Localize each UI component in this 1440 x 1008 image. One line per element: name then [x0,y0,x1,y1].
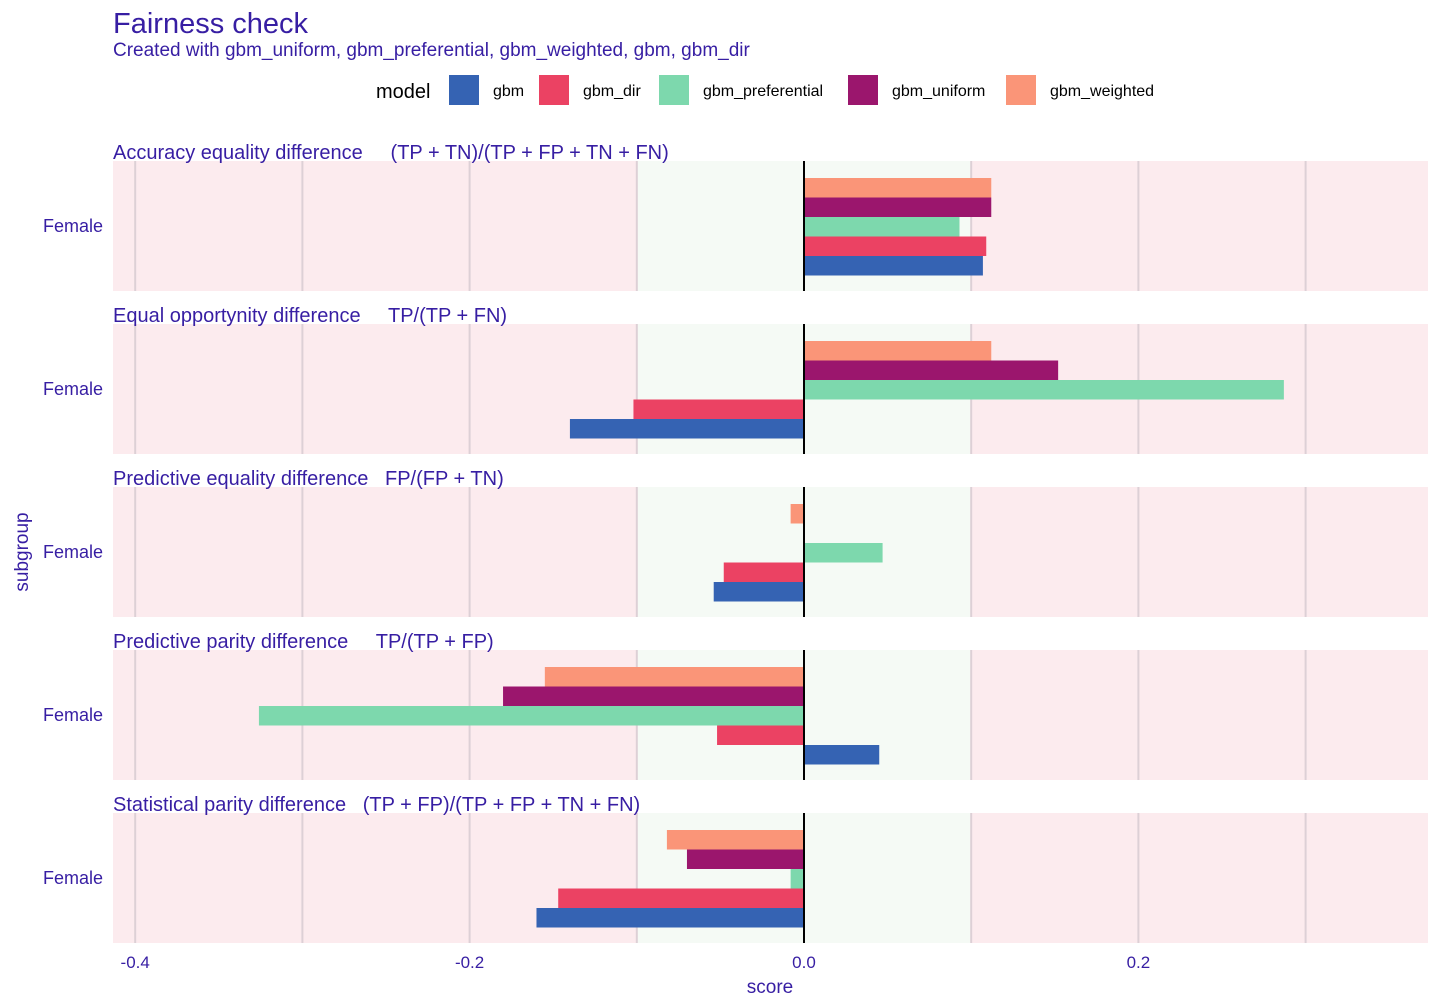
legend-swatch-gbm [449,75,479,105]
bar-gbm_preferential [804,380,1284,400]
unfair-zone-left [113,487,637,617]
bar-gbm_uniform [686,849,804,869]
bar-gbm_weighted [804,178,992,198]
bar-gbm_dir [717,725,804,745]
x-axis-label: score [747,977,793,998]
legend-swatch-gbm_preferential [659,75,689,105]
bar-gbm_uniform [804,360,1059,380]
legend-title: model [376,81,430,103]
bar-gbm_weighted [790,504,804,524]
bar-gbm_dir [723,562,804,582]
category-label: Female [43,542,103,562]
bar-gbm [804,745,880,765]
bar-gbm_preferential [790,869,804,889]
chart-title: Fairness check [113,8,309,40]
unfair-zone-right [971,813,1428,943]
bar-gbm_weighted [666,830,804,850]
bar-gbm [569,419,804,439]
category-label: Female [43,216,103,236]
x-tick-label: 0.0 [792,953,816,972]
bar-gbm_dir [558,888,804,908]
x-tick-label: -0.4 [121,953,150,972]
bar-gbm_preferential [258,706,805,726]
bar-gbm [536,908,804,928]
legend-label-gbm_dir: gbm_dir [583,83,641,100]
facet-title: Predictive equality difference FP/(FP + … [113,468,504,490]
facet-title: Predictive parity difference TP/(TP + FP… [113,631,494,653]
category-label: Female [43,379,103,399]
bar-gbm [804,256,983,276]
x-tick-label: 0.2 [1127,953,1151,972]
unfair-zone-left [113,161,637,291]
bar-gbm_preferential [804,217,960,237]
category-label: Female [43,868,103,888]
bar-gbm_dir [804,236,987,256]
y-axis-label: subgroup [12,512,33,591]
bar-gbm [713,582,804,602]
legend-label-gbm: gbm [493,83,524,100]
unfair-zone-left [113,324,637,454]
bar-gbm_uniform [503,686,804,706]
facet-title: Accuracy equality difference (TP + TN)/(… [113,142,669,164]
bar-gbm_uniform [804,197,992,217]
facet-title: Statistical parity difference (TP + FP)/… [113,794,640,816]
bar-gbm_weighted [804,341,992,361]
legend-label-gbm_uniform: gbm_uniform [892,83,985,100]
facet-title: Equal opportynity difference TP/(TP + FN… [113,305,507,327]
category-label: Female [43,705,103,725]
bar-gbm_preferential [804,543,883,563]
bar-gbm_dir [633,399,804,419]
unfair-zone-right [971,487,1428,617]
unfair-zone-right [971,650,1428,780]
legend-swatch-gbm_uniform [848,75,878,105]
legend-label-gbm_weighted: gbm_weighted [1050,83,1154,100]
legend-swatch-gbm_dir [539,75,569,105]
legend-label-gbm_preferential: gbm_preferential [703,83,823,100]
x-tick-label: -0.2 [455,953,484,972]
unfair-zone-right [971,161,1428,291]
bar-gbm_weighted [544,667,804,687]
legend-swatch-gbm_weighted [1006,75,1036,105]
chart-subtitle: Created with gbm_uniform, gbm_preferenti… [113,40,750,61]
